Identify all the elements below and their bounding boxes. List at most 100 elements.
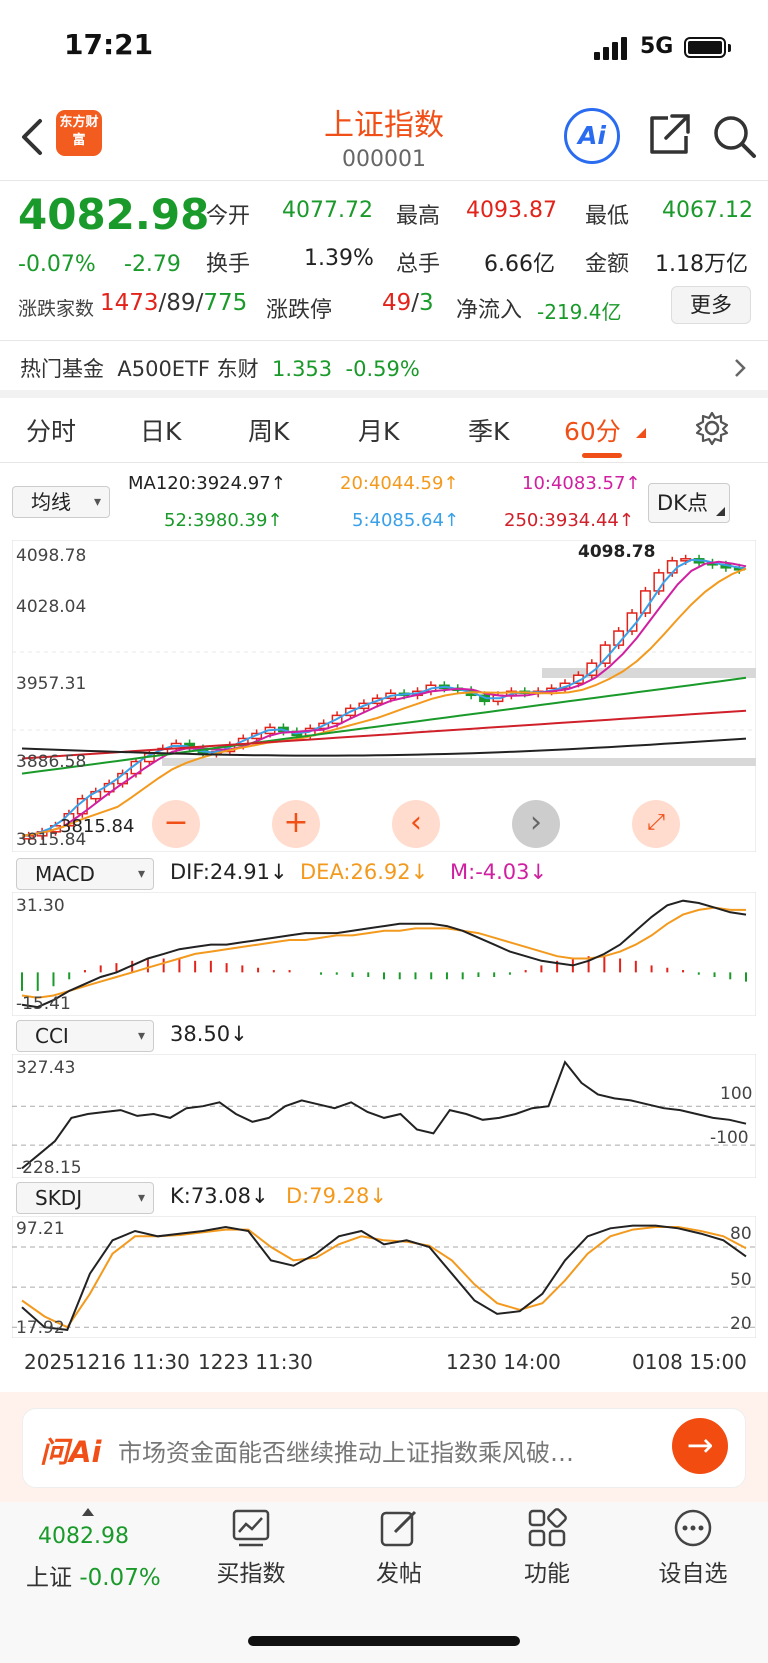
ai-prompt-text[interactable]: 市场资金面能否继续推动上证指数乘风破… — [118, 1439, 574, 1467]
breadth-values: 1473/89/775 — [100, 290, 248, 316]
ma250-line — [21, 709, 747, 760]
volume-value: 6.66亿 — [484, 252, 555, 277]
ref-label: 80 — [730, 1224, 752, 1244]
netflow-value: -219.4亿 — [537, 300, 622, 324]
nav-buy-index[interactable]: 买指数 — [196, 1508, 306, 1588]
breadth-label: 涨跌家数 — [18, 298, 95, 320]
back-icon[interactable] — [18, 115, 48, 159]
cci-selector[interactable]: CCI — [16, 1020, 154, 1052]
grid-icon — [528, 1508, 567, 1547]
candle — [666, 560, 678, 574]
support-band — [162, 758, 756, 766]
share-icon[interactable] — [646, 112, 692, 158]
low-label: 最低 — [585, 204, 630, 229]
x-tick: 1230 14:00 — [446, 1350, 561, 1374]
tab-intraday[interactable]: 分时 — [26, 417, 77, 446]
open-value: 4077.72 — [282, 198, 373, 223]
y-tick: 31.30 — [16, 896, 65, 916]
ai-question-bar[interactable] — [22, 1408, 746, 1488]
macd-m: M:-4.03↓ — [450, 860, 548, 884]
y-tick: 327.43 — [16, 1058, 76, 1078]
network-type: 5G — [640, 34, 674, 59]
current-price: 4082.98 — [18, 190, 210, 239]
tab-underline — [582, 453, 622, 458]
stock-code: 000001 — [342, 147, 426, 172]
low-marker-label: 3815.84 — [60, 816, 135, 837]
divider — [0, 180, 768, 181]
change-pct: -0.07% — [18, 252, 96, 277]
caret-up-icon — [82, 1508, 94, 1516]
more-button[interactable]: 更多 — [671, 286, 751, 324]
divider — [0, 340, 768, 341]
y-tick: 97.21 — [16, 1219, 65, 1239]
y-tick: 17.92 — [16, 1318, 65, 1338]
dif-line — [21, 899, 747, 1009]
netflow-label: 净流入 — [456, 298, 523, 323]
battery-icon — [684, 37, 726, 58]
dea-line — [21, 906, 746, 999]
ma20-line — [21, 567, 747, 837]
change-value: -2.79 — [124, 252, 181, 277]
turnover-label: 换手 — [206, 252, 251, 277]
ma-selector[interactable]: 均线 — [12, 486, 110, 518]
dropdown-corner-icon — [636, 428, 646, 438]
zoom-in-button[interactable]: + — [272, 800, 320, 848]
divider — [0, 462, 768, 463]
ma120-line — [21, 737, 747, 757]
fullscreen-button[interactable]: ⤢ — [632, 800, 680, 848]
y-tick: 3886.58 — [16, 752, 87, 772]
ticker-price[interactable]: 4082.98 — [38, 1524, 129, 1549]
scroll-left-button[interactable]: ‹ — [392, 800, 440, 848]
edit-icon — [380, 1510, 417, 1547]
ref-label: 50 — [730, 1270, 752, 1290]
high-value: 4093.87 — [466, 198, 557, 223]
nav-watchlist[interactable]: 设自选 — [638, 1508, 748, 1588]
nav-functions[interactable]: 功能 — [492, 1508, 602, 1588]
skdj-chart[interactable] — [12, 1216, 756, 1338]
arrow-right-icon[interactable]: → — [672, 1418, 728, 1474]
tab-quarterly-k[interactable]: 季K — [468, 417, 510, 446]
search-icon[interactable] — [710, 112, 758, 160]
signal-icon — [594, 36, 630, 60]
amount-label: 金额 — [585, 252, 630, 277]
kline-chart[interactable] — [12, 540, 756, 852]
tab-monthly-k[interactable]: 月K — [358, 417, 400, 446]
macd-dea: DEA:26.92↓ — [300, 860, 429, 884]
dropdown-corner-icon — [716, 507, 725, 516]
skdj-k-line — [21, 1224, 747, 1331]
tab-60min[interactable]: 60分 — [564, 417, 621, 446]
tab-daily-k[interactable]: 日K — [140, 417, 182, 446]
ma52-value: 52:3980.39↑ — [164, 510, 283, 531]
tab-weekly-k[interactable]: 周K — [248, 417, 290, 446]
scroll-right-button[interactable]: › — [512, 800, 560, 848]
ref-label: -100 — [710, 1128, 749, 1148]
section-gap — [0, 390, 768, 398]
zoom-out-button[interactable]: − — [152, 800, 200, 848]
ticker-summary[interactable]: 上证 -0.07% — [26, 1565, 161, 1591]
chevron-right-icon[interactable] — [732, 356, 748, 380]
low-value: 4067.12 — [662, 198, 753, 223]
macd-selector[interactable]: MACD — [16, 858, 154, 890]
skdj-d: D:79.28↓ — [286, 1184, 387, 1208]
status-time: 17:21 — [64, 28, 154, 61]
ma10-line — [21, 560, 747, 837]
nav-label: 功能 — [524, 1561, 570, 1587]
ref-label: 100 — [720, 1084, 753, 1104]
ma10-value: 10:4083.57↑ — [522, 473, 641, 494]
skdj-selector[interactable]: SKDJ — [16, 1182, 154, 1214]
app-logo: 东方财富 — [56, 110, 102, 156]
macd-chart[interactable] — [12, 892, 756, 1016]
ai-button[interactable]: Ai — [564, 108, 620, 164]
hot-fund-row[interactable]: 热门基金 A500ETF 东财 1.353 -0.59% — [20, 357, 420, 381]
cci-chart[interactable] — [12, 1054, 756, 1178]
dk-point-button[interactable]: DK点 — [648, 483, 730, 523]
nav-post[interactable]: 发帖 — [344, 1508, 454, 1588]
amount-value: 1.18万亿 — [655, 252, 748, 277]
gear-icon[interactable] — [694, 410, 730, 446]
y-tick-low: 3815.84 — [16, 830, 87, 850]
skdj-d-line — [21, 1226, 747, 1329]
x-tick: 1223 11:30 — [198, 1350, 313, 1374]
battery-tip — [728, 44, 731, 52]
skdj-k: K:73.08↓ — [170, 1184, 269, 1208]
ma120-value: MA120:3924.97↑ — [128, 473, 286, 494]
